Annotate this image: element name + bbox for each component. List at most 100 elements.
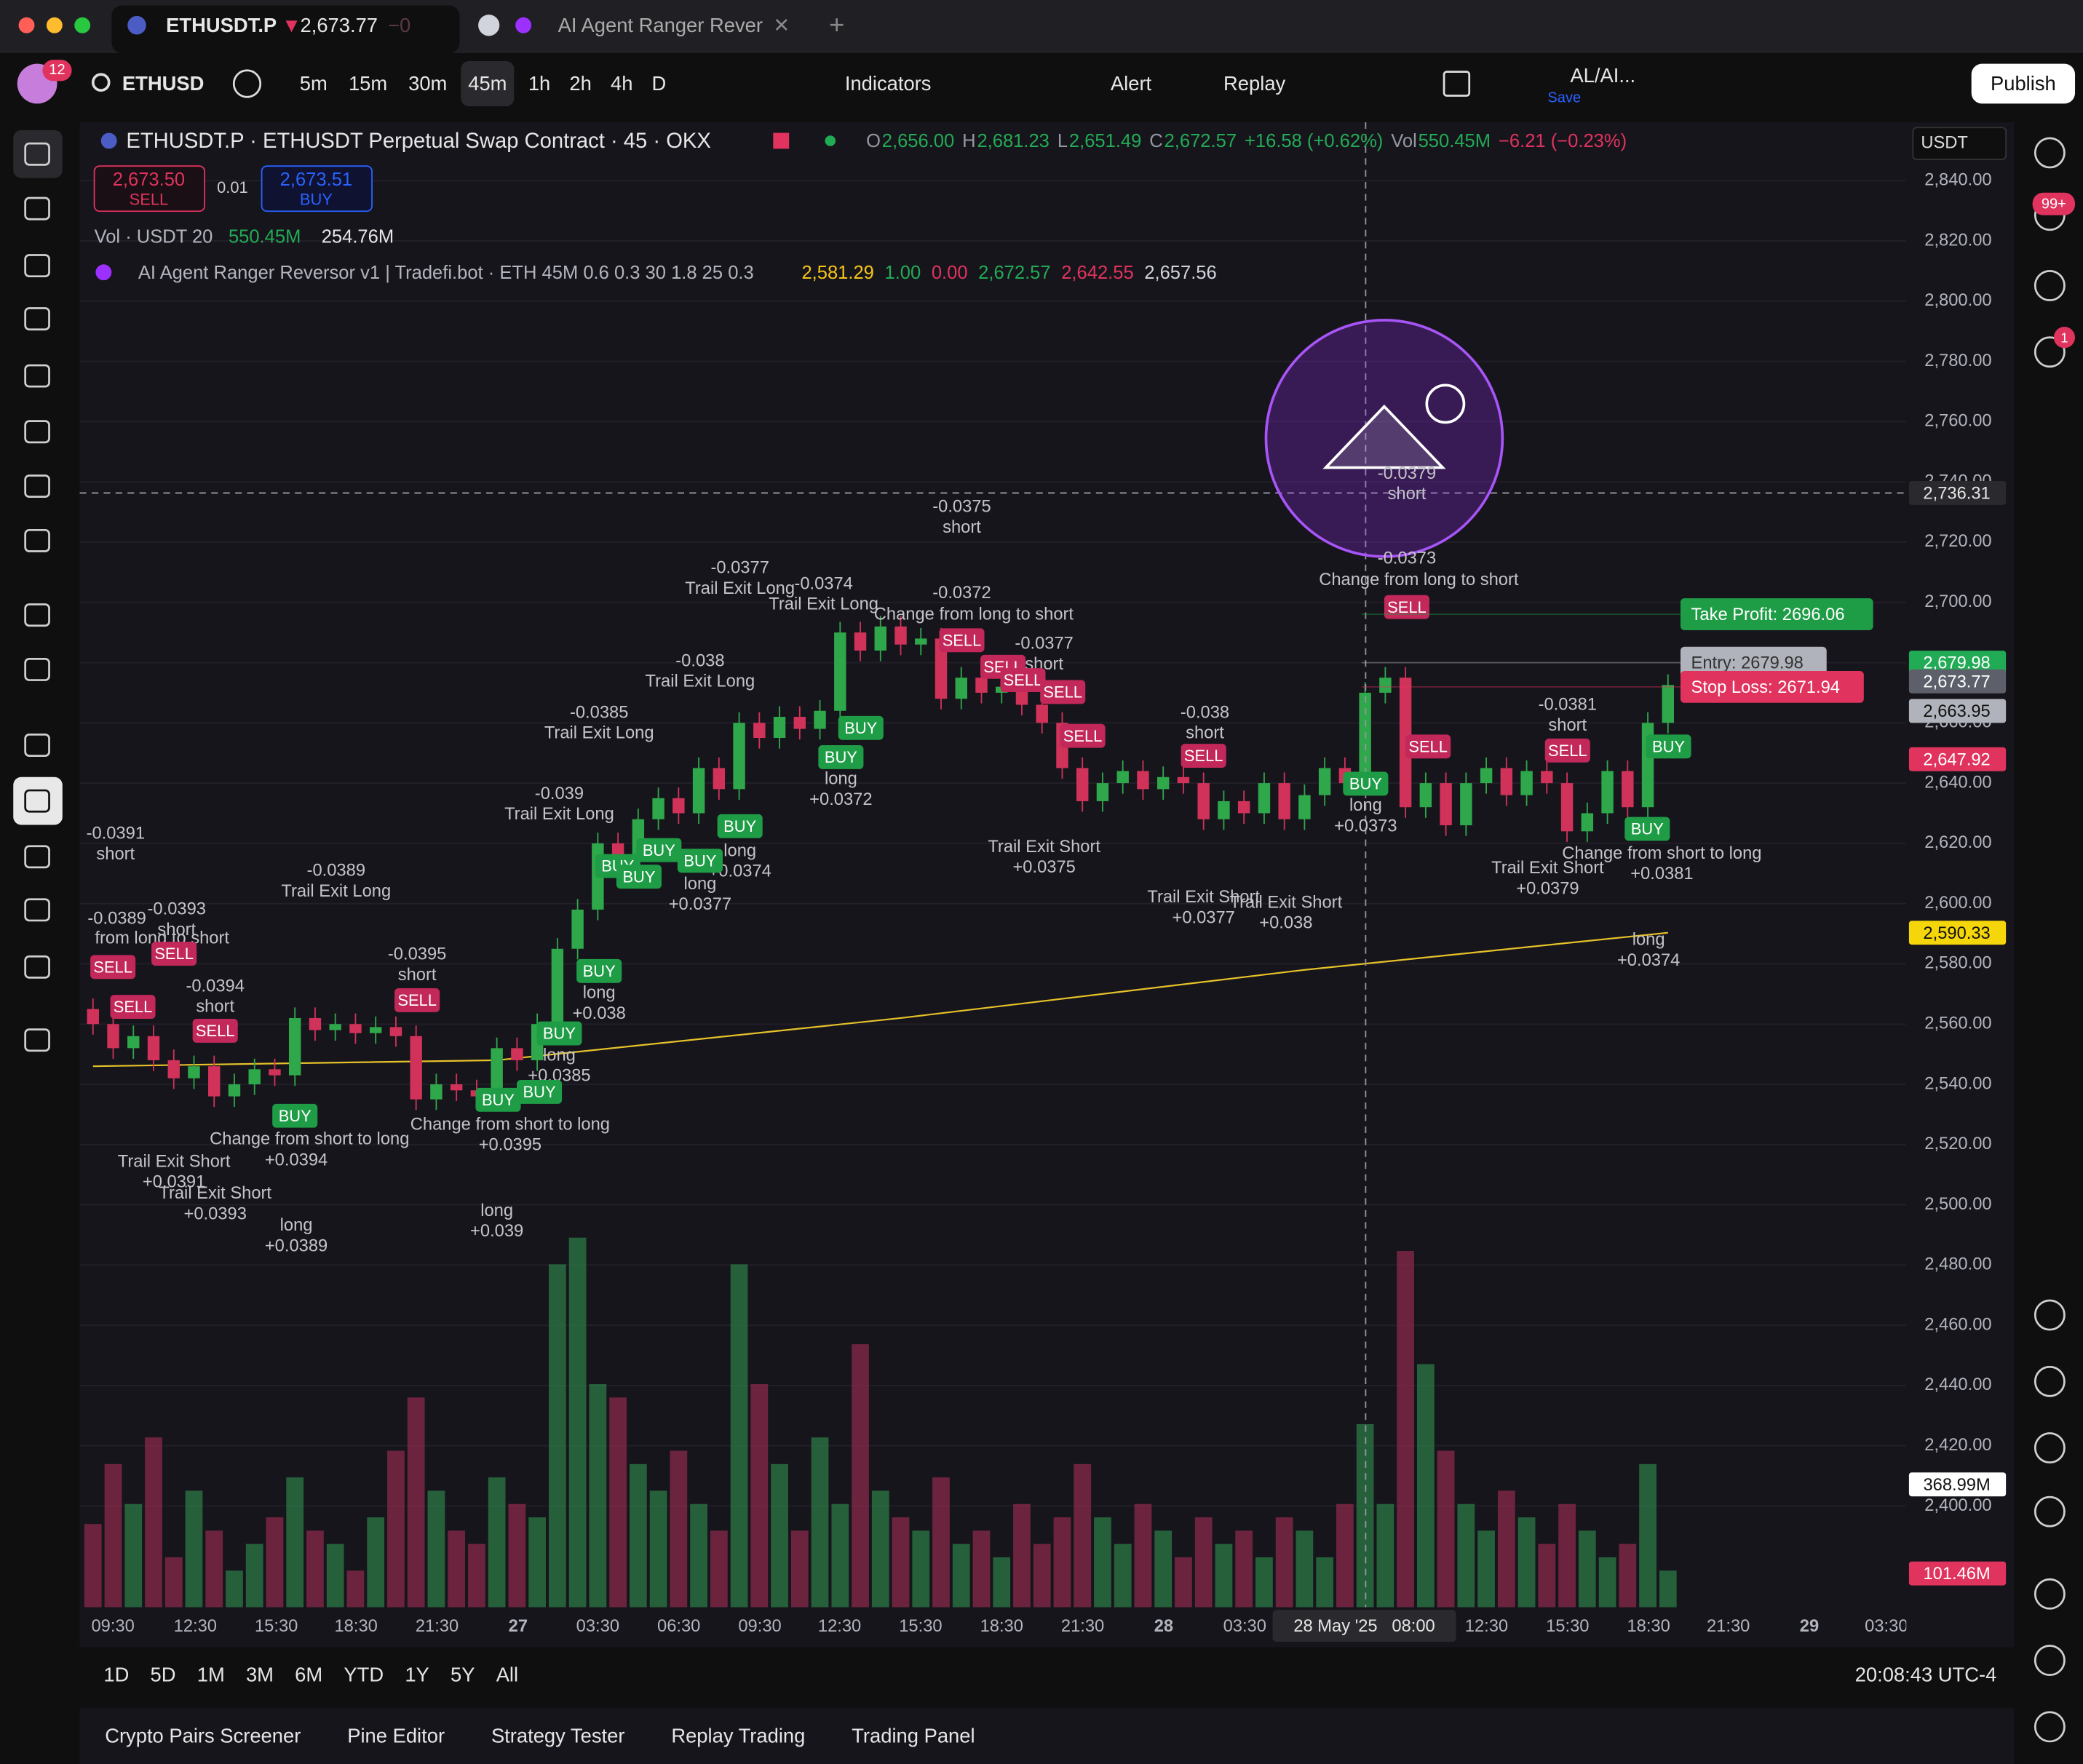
sidebar-icon[interactable] (2034, 270, 2066, 301)
candle-body (814, 710, 826, 729)
candle-body (1197, 783, 1210, 819)
alert-button[interactable]: Alert (1111, 72, 1152, 95)
volume-bar (367, 1517, 385, 1608)
tool-icon[interactable] (24, 845, 50, 869)
active-tab[interactable] (111, 5, 460, 54)
x-tick-label: 18:30 (980, 1617, 1023, 1636)
save-label[interactable]: Save (1547, 90, 1581, 106)
close-dot[interactable] (18, 17, 35, 33)
candle-body (1622, 771, 1634, 808)
sell-box[interactable] (93, 165, 206, 212)
order-label (1680, 598, 1873, 630)
tool-icon[interactable] (24, 789, 50, 813)
y-tick-label: 2,400.00 (1924, 1496, 1991, 1515)
signal-tag (1040, 680, 1086, 704)
symbol[interactable]: ETHUSD (122, 72, 204, 95)
interval[interactable]: D (651, 72, 666, 95)
range-button[interactable]: 1D (103, 1664, 129, 1686)
tool-icon[interactable] (24, 898, 50, 922)
sidebar-icon[interactable] (2034, 137, 2066, 169)
tool-icon[interactable] (24, 603, 50, 627)
currency-select[interactable] (1912, 127, 2007, 160)
tool-icon[interactable] (24, 196, 50, 220)
volume-legend-value: 550.45M (229, 227, 301, 247)
sidebar-icon[interactable] (2034, 1495, 2066, 1527)
tab-close[interactable]: ✕ (773, 14, 790, 36)
sidebar-icon[interactable] (2034, 1299, 2066, 1331)
interval[interactable]: 30m (408, 72, 447, 95)
indicators-button[interactable]: Indicators (845, 72, 932, 95)
new-tab[interactable]: + (829, 9, 844, 39)
interval[interactable]: 15m (349, 72, 387, 95)
x-tick-label: 28 (1154, 1617, 1173, 1636)
layout-name[interactable]: AL/AI... (1570, 64, 1635, 87)
sidebar-icon[interactable] (2034, 1365, 2066, 1397)
tab-title[interactable]: AI Agent Ranger Rever (558, 14, 763, 36)
volume-bar (104, 1463, 122, 1608)
range-button[interactable]: 3M (246, 1664, 274, 1686)
legend-value: 2,657.56 (1144, 263, 1216, 283)
tool-icon[interactable] (24, 528, 50, 552)
sidebar-icon[interactable] (2034, 1711, 2066, 1743)
signal-tag-text: BUY (1652, 737, 1685, 755)
panel-tab[interactable]: Crypto Pairs Screener (105, 1725, 301, 1747)
tool-icon[interactable] (24, 254, 50, 278)
tool-icon[interactable] (24, 474, 50, 498)
replay-button[interactable]: Replay (1223, 72, 1285, 95)
candle-body (1137, 771, 1149, 790)
buy-box[interactable] (261, 165, 373, 212)
x-tick-label: 03:30 (1865, 1617, 1908, 1636)
range-button[interactable]: 6M (295, 1664, 322, 1686)
tool-icon[interactable] (24, 955, 50, 979)
tool-icon[interactable] (24, 142, 50, 166)
signal-note: short (1388, 485, 1427, 504)
panel-tab[interactable]: Replay Trading (671, 1725, 805, 1747)
volume-bar (1074, 1463, 1092, 1608)
axis-badge (1908, 921, 2007, 945)
panel-tab[interactable]: Trading Panel (852, 1725, 975, 1747)
legend-value: L (1058, 131, 1068, 151)
interval[interactable]: 1h (528, 72, 550, 95)
compare-button[interactable] (232, 69, 262, 98)
signal-note: Change from short to long (410, 1115, 610, 1134)
publish-button[interactable] (1971, 63, 2076, 104)
signal-tag-text: SELL (1548, 742, 1587, 760)
tool-icon[interactable] (24, 1028, 50, 1052)
axis-badge-text: 2,736.31 (1923, 485, 1990, 504)
volume-bar (226, 1570, 243, 1608)
candle-body (309, 1017, 322, 1030)
minimize-dot[interactable] (46, 17, 63, 33)
range-button[interactable]: All (496, 1664, 518, 1686)
badge (2053, 327, 2076, 349)
tool-icon[interactable] (24, 734, 50, 757)
range-button[interactable]: 1Y (405, 1664, 429, 1686)
tool-icon[interactable] (24, 657, 50, 681)
range-button[interactable]: YTD (344, 1664, 384, 1686)
axis-badge-text: 368.99M (1923, 1476, 1990, 1495)
candle-body (915, 638, 927, 645)
candle-body (248, 1069, 261, 1085)
axis-badge (1908, 669, 2007, 694)
panel-tab[interactable]: Pine Editor (347, 1725, 445, 1747)
zoom-dot[interactable] (74, 17, 91, 33)
signal-note: -0.0372 (932, 584, 991, 603)
y-tick-label: 2,720.00 (1924, 532, 1991, 551)
volume-bar (1235, 1530, 1253, 1608)
panel-tab[interactable]: Strategy Tester (491, 1725, 625, 1747)
interval[interactable]: 5m (300, 72, 328, 95)
sidebar-icon[interactable] (2034, 1645, 2066, 1677)
interval[interactable]: 45m (468, 72, 507, 95)
range-button[interactable]: 5Y (451, 1664, 475, 1686)
tool-icon[interactable] (24, 420, 50, 444)
interval[interactable]: 2h (569, 72, 591, 95)
signal-tag-text: BUY (482, 1091, 515, 1109)
tool-icon[interactable] (24, 364, 50, 388)
range-button[interactable]: 1M (197, 1664, 225, 1686)
sidebar-icon[interactable] (2034, 1432, 2066, 1464)
range-button[interactable]: 5D (151, 1664, 176, 1686)
interval[interactable]: 4h (611, 72, 632, 95)
layout-icon[interactable] (1443, 71, 1471, 97)
tool-icon[interactable] (24, 307, 50, 331)
sidebar-icon[interactable] (2034, 336, 2066, 368)
sidebar-icon[interactable] (2034, 1578, 2066, 1610)
